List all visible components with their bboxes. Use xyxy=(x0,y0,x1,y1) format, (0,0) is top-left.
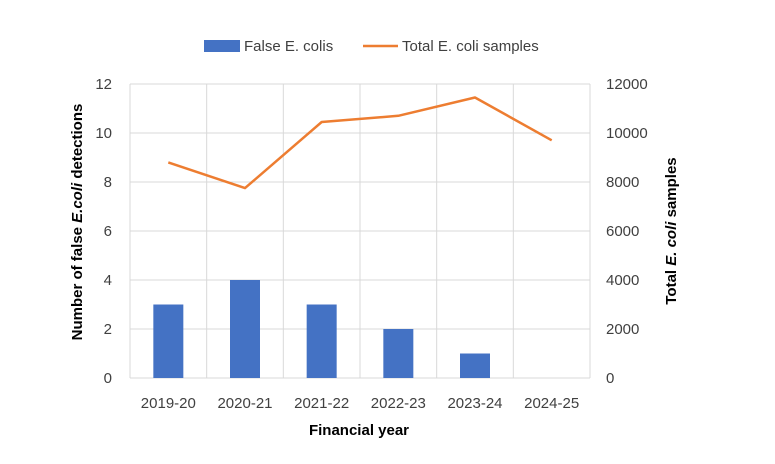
line-total-e-coli-samples xyxy=(167,96,553,190)
bar-2021-22 xyxy=(306,304,337,378)
right-tick-label: 6000 xyxy=(606,223,639,240)
bar-2023-24 xyxy=(460,353,490,378)
left-tick-label: 6 xyxy=(104,223,112,240)
left-tick-label: 4 xyxy=(104,272,112,289)
x-tick-label: 2019-20 xyxy=(141,395,196,412)
x-axis-ticks: 2019-20 2020-21 2021-22 2022-23 2023-24 2024-… xyxy=(141,395,579,412)
x-tick-label: 2022-23 xyxy=(371,395,426,412)
x-tick-label: 2024-25 xyxy=(524,395,579,412)
bar-series-false-e-colis xyxy=(153,280,490,378)
left-axis-ticks: 0 2 4 6 8 10 12 xyxy=(95,76,112,387)
right-tick-label: 4000 xyxy=(606,272,639,289)
right-axis-title: Total E. coli samples xyxy=(663,157,680,304)
x-tick-label: 2023-24 xyxy=(447,395,502,412)
x-axis-title: Financial year xyxy=(309,422,409,439)
left-tick-label: 8 xyxy=(104,174,112,191)
bar-2019-20 xyxy=(153,304,184,378)
left-tick-label: 10 xyxy=(95,125,112,142)
x-tick-label: 2020-21 xyxy=(217,395,272,412)
x-tick-label: 2021-22 xyxy=(294,395,349,412)
legend-bar-swatch xyxy=(204,40,240,52)
legend: False E. colis Total E. coli samples xyxy=(204,38,539,55)
left-axis-title: Number of false E.coli detections xyxy=(69,104,86,341)
right-tick-label: 0 xyxy=(606,370,614,387)
legend-bar-label: False E. colis xyxy=(244,38,333,55)
bar-2022-23 xyxy=(383,329,414,378)
legend-line-label: Total E. coli samples xyxy=(402,38,539,55)
left-tick-label: 0 xyxy=(104,370,112,387)
right-axis-title-prefix: Total xyxy=(663,266,680,305)
left-axis-title-italic: E.coli xyxy=(69,182,86,223)
gridlines xyxy=(129,83,591,379)
right-tick-label: 10000 xyxy=(606,125,648,142)
right-tick-label: 8000 xyxy=(606,174,639,191)
bar-2020-21 xyxy=(230,280,260,378)
left-tick-label: 2 xyxy=(104,321,112,338)
right-axis-title-italic: E. coli xyxy=(663,221,680,266)
right-tick-label: 12000 xyxy=(606,76,648,93)
left-axis-title-prefix: Number of false xyxy=(69,223,86,341)
line-series-total-e-coli-samples xyxy=(167,96,553,190)
right-axis-ticks: 0 2000 4000 6000 8000 10000 12000 xyxy=(606,76,648,387)
right-axis-title-suffix: samples xyxy=(663,157,680,221)
right-tick-label: 2000 xyxy=(606,321,639,338)
left-tick-label: 12 xyxy=(95,76,112,93)
left-axis-title-suffix: detections xyxy=(69,104,86,183)
